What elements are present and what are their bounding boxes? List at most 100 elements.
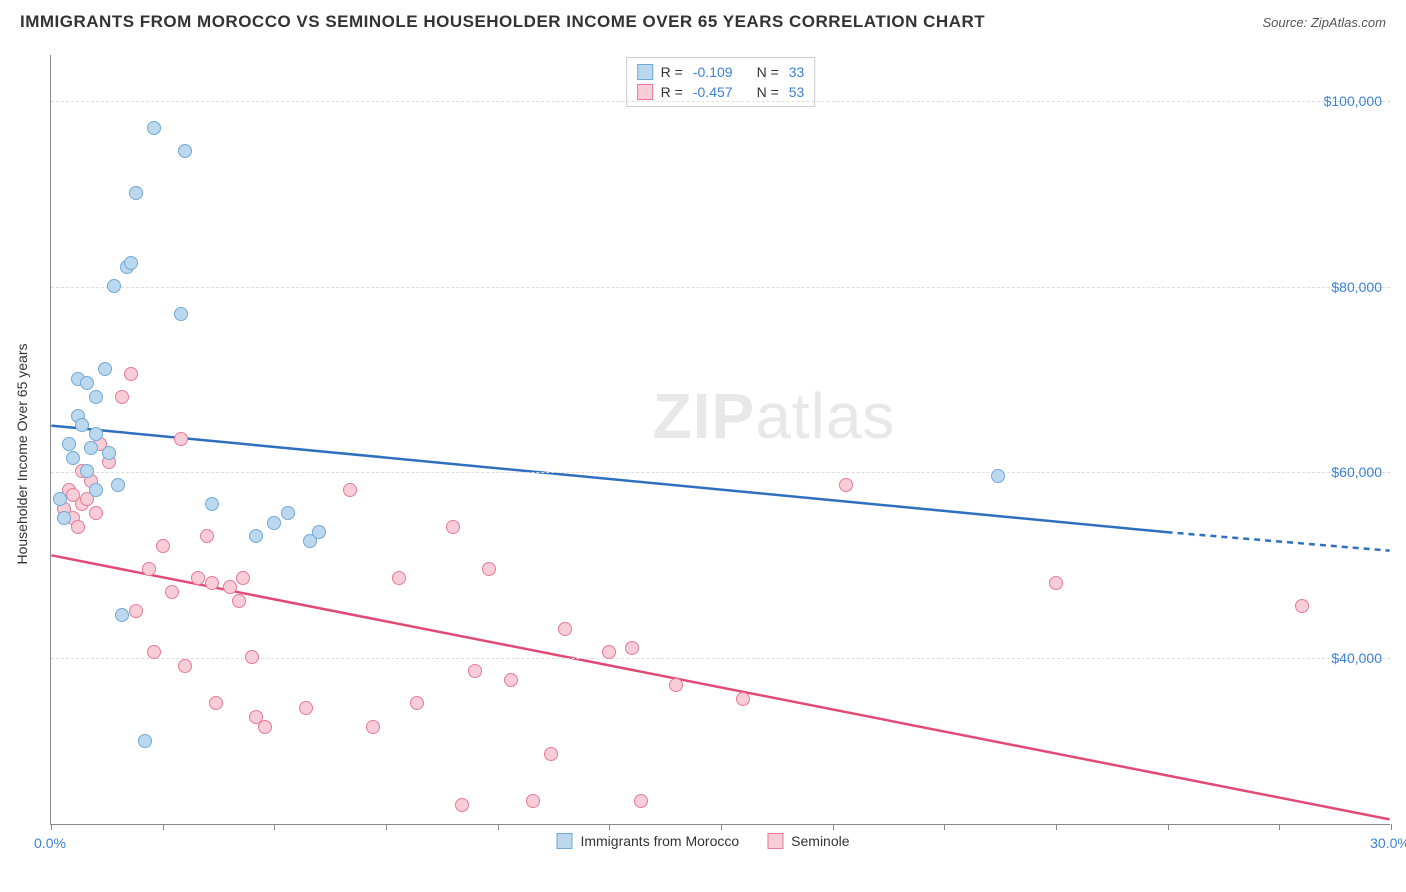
data-point-seminole [124, 367, 138, 381]
legend-item-morocco: Immigrants from Morocco [556, 833, 739, 849]
data-point-morocco [84, 441, 98, 455]
x-tick [163, 824, 164, 830]
swatch-seminole [637, 84, 653, 100]
data-point-seminole [455, 798, 469, 812]
data-point-seminole [89, 506, 103, 520]
data-point-seminole [634, 794, 648, 808]
data-point-seminole [236, 571, 250, 585]
source-name: ZipAtlas.com [1311, 15, 1386, 30]
data-point-seminole [482, 562, 496, 576]
data-point-morocco [115, 608, 129, 622]
data-point-seminole [245, 650, 259, 664]
n-value-morocco: 33 [789, 64, 805, 80]
data-point-seminole [669, 678, 683, 692]
x-tick [609, 824, 610, 830]
data-point-morocco [53, 492, 67, 506]
data-point-morocco [124, 256, 138, 270]
watermark-zip: ZIP [653, 380, 756, 452]
x-tick [1279, 824, 1280, 830]
data-point-morocco [111, 478, 125, 492]
x-tick [498, 824, 499, 830]
swatch-morocco [637, 64, 653, 80]
data-point-seminole [205, 576, 219, 590]
x-tick [386, 824, 387, 830]
data-point-morocco [98, 362, 112, 376]
x-tick [721, 824, 722, 830]
data-point-seminole [446, 520, 460, 534]
gridline [51, 472, 1390, 473]
data-point-morocco [75, 418, 89, 432]
chart-title: IMMIGRANTS FROM MOROCCO VS SEMINOLE HOUS… [20, 12, 985, 32]
data-point-seminole [200, 529, 214, 543]
y-tick-label: $80,000 [1331, 279, 1382, 295]
x-tick [944, 824, 945, 830]
data-point-seminole [178, 659, 192, 673]
data-point-seminole [71, 520, 85, 534]
data-point-seminole [410, 696, 424, 710]
x-tick [1391, 824, 1392, 830]
watermark: ZIPatlas [653, 379, 896, 453]
data-point-seminole [839, 478, 853, 492]
data-point-seminole [174, 432, 188, 446]
data-point-seminole [544, 747, 558, 761]
data-point-seminole [1049, 576, 1063, 590]
data-point-morocco [174, 307, 188, 321]
data-point-morocco [102, 446, 116, 460]
data-point-morocco [991, 469, 1005, 483]
r-value-seminole: -0.457 [693, 84, 733, 100]
r-label: R = [661, 64, 683, 80]
data-point-seminole [258, 720, 272, 734]
data-point-seminole [129, 604, 143, 618]
data-point-seminole [299, 701, 313, 715]
source-prefix: Source: [1262, 15, 1310, 30]
data-point-seminole [156, 539, 170, 553]
data-point-morocco [312, 525, 326, 539]
gridline [51, 287, 1390, 288]
legend-label-seminole: Seminole [791, 833, 849, 849]
data-point-seminole [232, 594, 246, 608]
r-label: R = [661, 84, 683, 100]
x-tick [833, 824, 834, 830]
trend-lines [51, 55, 1390, 824]
correlation-legend: R = -0.109 N = 33 R = -0.457 N = 53 [626, 57, 816, 107]
watermark-atlas: atlas [755, 380, 895, 452]
x-tick [1056, 824, 1057, 830]
data-point-seminole [343, 483, 357, 497]
y-axis-label: Householder Income Over 65 years [14, 344, 30, 565]
data-point-seminole [142, 562, 156, 576]
data-point-seminole [392, 571, 406, 585]
series-legend: Immigrants from Morocco Seminole [556, 833, 849, 849]
chart-header: IMMIGRANTS FROM MOROCCO VS SEMINOLE HOUS… [0, 0, 1406, 40]
data-point-seminole [165, 585, 179, 599]
correlation-row-morocco: R = -0.109 N = 33 [637, 62, 805, 82]
data-point-seminole [736, 692, 750, 706]
y-tick-label: $40,000 [1331, 650, 1382, 666]
r-value-morocco: -0.109 [693, 64, 733, 80]
legend-item-seminole: Seminole [767, 833, 849, 849]
n-label: N = [757, 84, 779, 100]
data-point-morocco [281, 506, 295, 520]
x-tick [274, 824, 275, 830]
data-point-morocco [62, 437, 76, 451]
y-tick-label: $60,000 [1331, 464, 1382, 480]
data-point-morocco [178, 144, 192, 158]
data-point-seminole [209, 696, 223, 710]
source-citation: Source: ZipAtlas.com [1262, 15, 1386, 30]
n-value-seminole: 53 [789, 84, 805, 100]
data-point-seminole [223, 580, 237, 594]
data-point-seminole [147, 645, 161, 659]
data-point-morocco [66, 451, 80, 465]
y-tick-label: $100,000 [1324, 93, 1382, 109]
data-point-morocco [89, 427, 103, 441]
data-point-morocco [249, 529, 263, 543]
n-label: N = [757, 64, 779, 80]
data-point-morocco [107, 279, 121, 293]
data-point-morocco [57, 511, 71, 525]
data-point-seminole [504, 673, 518, 687]
data-point-morocco [80, 464, 94, 478]
data-point-seminole [1295, 599, 1309, 613]
x-tick [1168, 824, 1169, 830]
scatter-chart: ZIPatlas R = -0.109 N = 33 R = -0.457 N … [50, 55, 1390, 825]
data-point-seminole [558, 622, 572, 636]
x-tick-label-end: 30.0% [1370, 835, 1406, 851]
